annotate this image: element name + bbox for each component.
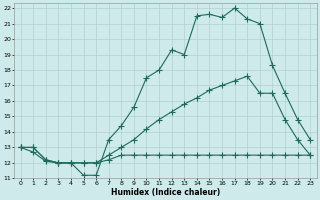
X-axis label: Humidex (Indice chaleur): Humidex (Indice chaleur) [111, 188, 220, 197]
